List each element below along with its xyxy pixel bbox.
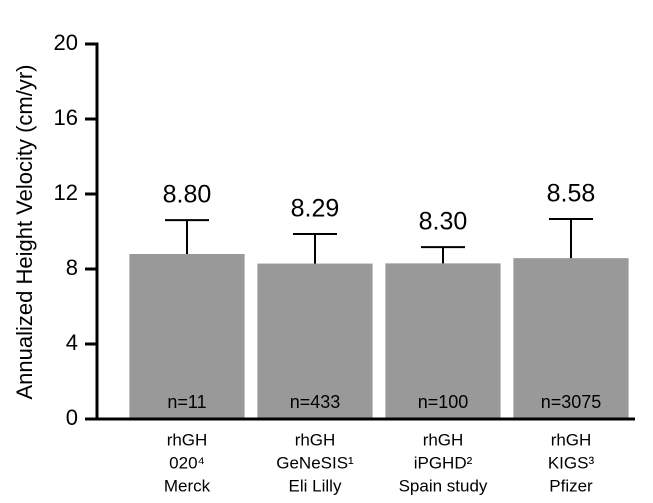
x-tick-label: rhGH [423,430,464,449]
sample-label: n=433 [290,392,341,412]
x-tick-label: Spain study [399,476,488,495]
error-bar [293,232,337,264]
value-label: 8.80 [163,181,212,209]
y-tick-label: 4 [66,330,78,355]
value-label: 8.58 [547,180,596,208]
x-tick-label: GeNeSIS¹ [276,453,354,472]
y-tick-label: 12 [54,180,78,205]
y-axis-label: Annualized Height Velocity (cm/yr) [12,64,37,399]
x-tick-label: Eli Lilly [289,476,342,495]
y-tick-label: 8 [66,255,78,280]
sample-label: n=100 [418,392,469,412]
bar [385,263,501,419]
x-tick-label: rhGH [551,430,592,449]
value-label: 8.29 [291,195,340,223]
error-bar [549,217,593,259]
x-tick-label: Pfizer [549,476,593,495]
sample-label: n=11 [167,392,206,412]
x-tick-label: 020⁴ [169,453,205,472]
error-bar [421,246,465,264]
y-tick-label: 20 [54,30,78,55]
x-tick-label: KIGS³ [548,453,595,472]
x-tick-label: rhGH [295,430,336,449]
x-tick-label: iPGHD² [414,453,473,472]
y-tick-label: 16 [54,105,78,130]
sample-label: n=3075 [541,392,602,412]
error-bar [165,219,209,254]
x-tick-label: Merck [164,476,211,495]
x-tick-label: rhGH [167,430,208,449]
value-label: 8.30 [419,208,468,236]
bar [129,254,245,419]
bar [513,258,629,419]
bar [257,263,373,419]
y-tick-label: 0 [66,405,78,430]
